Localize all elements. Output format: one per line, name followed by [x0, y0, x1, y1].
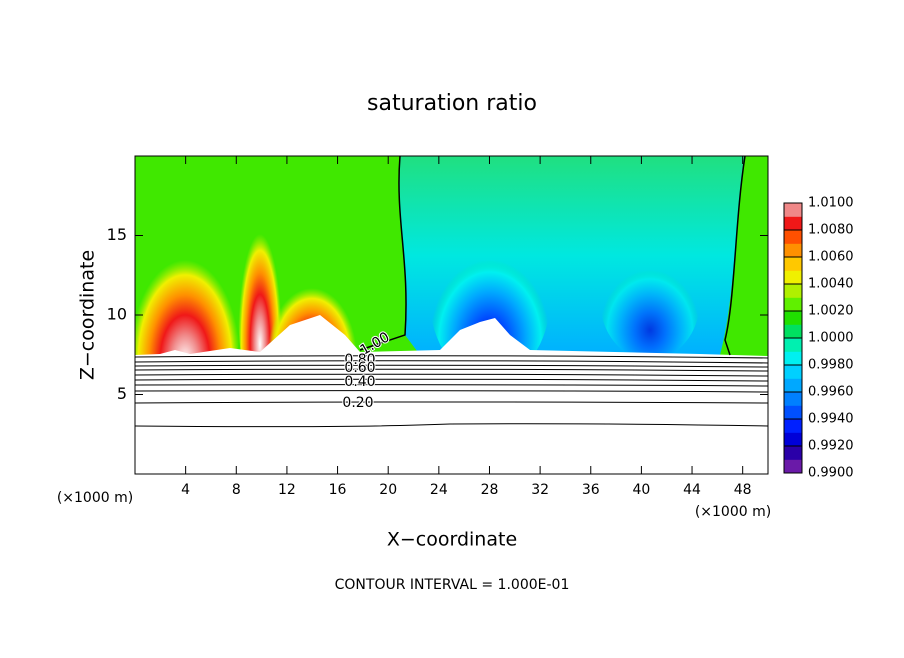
- colorbar-band: [784, 270, 802, 285]
- x-axis-label: X−coordinate: [387, 529, 517, 551]
- colorbar-tick-label: 0.9920: [808, 439, 854, 454]
- contour-label: 0.20: [342, 395, 373, 411]
- colorbar-tick-label: 1.0020: [808, 304, 854, 319]
- x-unit: (×1000 m): [57, 490, 133, 506]
- contour-line: [724, 156, 746, 356]
- terrain: [135, 315, 768, 474]
- contour-line: [359, 156, 407, 351]
- contour-label: 0.40: [344, 374, 375, 390]
- colorbar-band: [784, 419, 802, 433]
- x-tick-label: 36: [582, 482, 600, 498]
- colorbar-tick-label: 1.0100: [808, 196, 854, 211]
- colorbar-band: [784, 378, 802, 393]
- y-tick-label: 5: [117, 384, 127, 403]
- x-tick-label: 4: [181, 482, 190, 498]
- colorbar-band: [784, 405, 802, 420]
- colorbar-tick-label: 0.9940: [808, 412, 854, 427]
- x-tick-label: 32: [531, 482, 549, 498]
- x-tick-label: 20: [379, 482, 397, 498]
- contour-lines: [135, 355, 768, 428]
- colorbar-band: [784, 351, 802, 366]
- colorbar-band: [784, 284, 802, 298]
- x-tick-label: 24: [430, 482, 448, 498]
- colorbar-band: [784, 459, 802, 474]
- colorbar-band: [784, 338, 802, 352]
- colorbar-band: [784, 230, 802, 244]
- colorbar-band: [784, 392, 802, 406]
- colorbar-tick-label: 1.0080: [808, 223, 854, 238]
- colorbar-band: [784, 432, 802, 447]
- colorbar-band: [784, 311, 802, 325]
- colorbar-band: [784, 203, 802, 217]
- colorbar-tick-label: 1.0000: [808, 331, 854, 346]
- contour-label: 0.80: [344, 352, 375, 368]
- colorbar-band: [784, 365, 802, 379]
- x-tick-label: 44: [683, 482, 701, 498]
- colorbar-band: [784, 446, 802, 460]
- x-tick-label: 28: [481, 482, 499, 498]
- x-tick-label: 16: [329, 482, 347, 498]
- colorbar-band: [784, 324, 802, 339]
- low-core: [600, 240, 700, 360]
- colorbar-tick-label: 0.9900: [808, 466, 854, 481]
- chart-title: saturation ratio: [367, 91, 537, 116]
- y-axis-label: Z−coordinate: [77, 250, 99, 380]
- colorbar-tick-label: 0.9980: [808, 358, 854, 373]
- y-tick-label: 15: [107, 225, 127, 244]
- field: [135, 156, 768, 474]
- contour-label: 0.60: [344, 360, 375, 376]
- footer: CONTOUR INTERVAL = 1.000E-01: [335, 577, 570, 593]
- colorbar-band: [784, 216, 802, 231]
- colorbar-tick-label: 0.9960: [808, 385, 854, 400]
- colorbar-tick-label: 1.0040: [808, 277, 854, 292]
- y-tick-label: 10: [107, 305, 127, 324]
- colorbar-tick-label: 1.0060: [808, 250, 854, 265]
- colorbar-band: [784, 297, 802, 312]
- colorbar-band: [784, 257, 802, 271]
- x-unit: (×1000 m): [695, 504, 771, 520]
- x-tick-label: 8: [232, 482, 241, 498]
- colorbar-band: [784, 243, 802, 258]
- x-tick-label: 12: [278, 482, 296, 498]
- x-tick-label: 40: [632, 482, 650, 498]
- x-tick-label: 48: [734, 482, 752, 498]
